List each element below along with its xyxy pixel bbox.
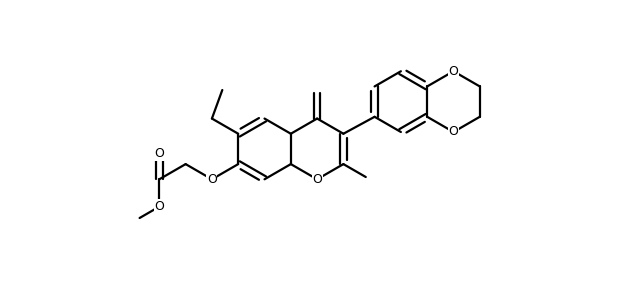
Text: O: O [207, 173, 217, 186]
Text: O: O [449, 65, 458, 78]
Text: O: O [154, 147, 164, 160]
Text: O: O [154, 200, 164, 213]
Text: O: O [449, 126, 458, 138]
Text: O: O [312, 173, 322, 186]
